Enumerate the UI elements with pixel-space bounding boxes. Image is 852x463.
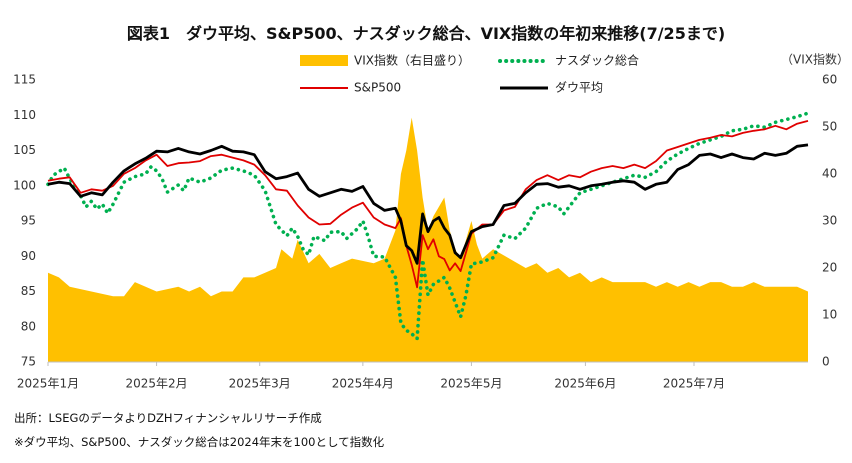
y-left-tick-label: 115 [13, 73, 36, 87]
x-tick-label: 2025年3月 [229, 377, 291, 391]
y-left-tick-label: 95 [21, 214, 36, 228]
x-tick-label: 2025年2月 [125, 377, 187, 391]
chart-title: 図表1 ダウ平均、S&P500、ナスダック総合、VIX指数の年初来推移(7/25… [126, 24, 726, 43]
x-tick-label: 2025年4月 [332, 377, 394, 391]
legend-swatch-vix [300, 55, 348, 66]
axes: 75 80 85 90 95 100 105 110 115 0 10 20 30 40 50 60 2025年… [13, 73, 837, 391]
x-tick-label: 2025年7月 [663, 377, 725, 391]
legend: VIX指数（右目盛り） ナスダック総合 S&P500 ダウ平均 [300, 53, 639, 95]
dow-line [47, 143, 809, 265]
y-right-tick-label: 50 [822, 120, 837, 134]
legend-label-dow: ダウ平均 [555, 80, 603, 95]
line-layer [46, 111, 810, 341]
y-left-tick-label: 110 [13, 108, 36, 122]
y-left-tick-label: 85 [21, 284, 36, 298]
y-right-tick-label: 20 [822, 261, 837, 275]
vix-area-layer [48, 117, 808, 362]
legend-label-sp500: S&P500 [354, 81, 401, 95]
legend-label-nasdaq: ナスダック総合 [555, 53, 639, 68]
remark-note: ※ダウ平均、S&P500、ナスダック総合は2024年末を100として指数化 [14, 435, 385, 449]
y-left-tick-label: 90 [21, 249, 36, 263]
sp500-line [47, 120, 809, 289]
y-right-tick-label: 40 [822, 167, 837, 181]
y-left-tick-label: 75 [21, 355, 36, 369]
y-left-tick-label: 100 [13, 178, 36, 192]
y-right-tick-label: 0 [822, 355, 830, 369]
y-right-tick-label: 30 [822, 214, 837, 228]
y-left-tick-label: 105 [13, 143, 36, 157]
nasdaq-line [46, 111, 810, 341]
y-right-tick-label: 10 [822, 308, 837, 322]
vix-area [48, 117, 808, 362]
right-axis-label: （VIX指数） [781, 52, 849, 67]
legend-label-vix: VIX指数（右目盛り） [354, 53, 470, 68]
y-left-tick-label: 80 [21, 319, 36, 333]
x-tick-label: 2025年1月 [17, 377, 79, 391]
x-tick-label: 2025年6月 [554, 377, 616, 391]
source-note: 出所：LSEGのデータよりDZHフィナンシャルリサーチ作成 [14, 411, 322, 425]
y-right-tick-label: 60 [822, 73, 837, 87]
x-tick-label: 2025年5月 [440, 377, 502, 391]
